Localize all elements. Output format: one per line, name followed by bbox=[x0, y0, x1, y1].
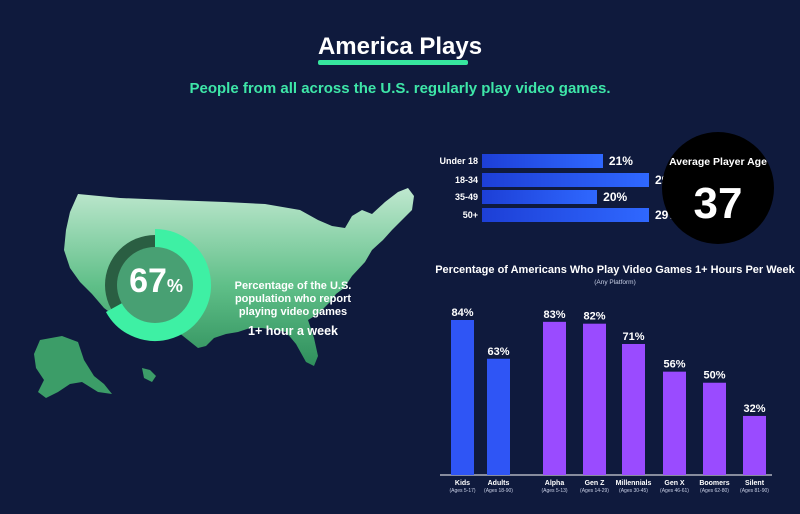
category-label: Adults bbox=[488, 480, 510, 487]
category-label: Kids bbox=[455, 480, 470, 487]
map-stat-highlight: 1+ hour a week bbox=[248, 324, 338, 338]
donut-progress-arc bbox=[105, 229, 211, 341]
age-row-label: 50+ bbox=[462, 210, 478, 220]
alaska-shape bbox=[34, 336, 112, 398]
title-underline bbox=[318, 60, 468, 65]
chart-title: Percentage of Americans Who Play Video G… bbox=[435, 264, 795, 276]
category-label: Boomers bbox=[699, 480, 729, 487]
bar bbox=[703, 382, 726, 475]
category-sublabel: (Ages 18-90) bbox=[484, 488, 513, 494]
average-age-value: 37 bbox=[693, 179, 743, 228]
bar bbox=[543, 321, 566, 475]
category-sublabel: (Ages 30-45) bbox=[619, 488, 648, 494]
age-bar bbox=[482, 173, 649, 187]
map-stat-description: Percentage of the U.S. population who re… bbox=[234, 280, 352, 318]
category-label: Gen Z bbox=[585, 480, 606, 487]
bar bbox=[487, 358, 510, 475]
bar bbox=[583, 323, 606, 475]
bar-value-label: 56% bbox=[663, 359, 685, 371]
bar-value-label: 32% bbox=[743, 403, 765, 415]
category-sublabel: (Ages 5-17) bbox=[449, 488, 475, 494]
average-age-badge: Average Player Age 37 bbox=[662, 132, 774, 244]
category-sublabel: (Ages 62-80) bbox=[700, 488, 729, 494]
donut-percentage: 67% bbox=[96, 262, 216, 301]
age-bar bbox=[482, 208, 649, 222]
bar-value-label: 83% bbox=[543, 309, 565, 321]
hawaii-shape bbox=[142, 368, 156, 382]
category-sublabel: (Ages 14-29) bbox=[580, 488, 609, 494]
category-sublabel: (Ages 46-61) bbox=[660, 488, 689, 494]
average-age-label: Average Player Age bbox=[669, 156, 767, 168]
age-bar-value: 20% bbox=[603, 190, 628, 204]
bar-value-label: 50% bbox=[703, 370, 725, 382]
donut-percent-symbol: % bbox=[166, 276, 183, 296]
map-stat-text: Percentage of the U.S. population who re… bbox=[228, 280, 358, 338]
us-map bbox=[34, 188, 414, 398]
age-bar bbox=[482, 154, 603, 168]
chart-subtitle: (Any Platform) bbox=[594, 279, 636, 286]
bar-value-label: 82% bbox=[583, 311, 605, 323]
bar bbox=[663, 371, 686, 475]
bar-value-label: 63% bbox=[487, 346, 509, 358]
donut-hole bbox=[117, 247, 193, 323]
bar bbox=[622, 343, 645, 475]
category-sublabel: (Ages 81-90) bbox=[740, 488, 769, 494]
category-sublabel: (Ages 5-13) bbox=[541, 488, 567, 494]
bar bbox=[451, 320, 474, 475]
category-label: Gen X bbox=[664, 480, 685, 487]
age-bar bbox=[482, 190, 598, 204]
category-label: Alpha bbox=[545, 480, 565, 487]
page-title: America Plays bbox=[317, 33, 483, 60]
age-row-label: 35-49 bbox=[454, 192, 478, 202]
donut-value: 67 bbox=[129, 262, 167, 300]
page-subtitle: People from all across the U.S. regularl… bbox=[189, 80, 611, 97]
age-row-label: 18-34 bbox=[454, 175, 478, 185]
category-label: Millennials bbox=[616, 480, 652, 487]
age-row-label: Under 18 bbox=[439, 156, 478, 166]
category-label: Silent bbox=[745, 480, 765, 487]
bar-value-label: 84% bbox=[451, 307, 473, 319]
bar bbox=[743, 415, 766, 475]
age-bar-value: 21% bbox=[608, 154, 633, 168]
bar-value-label: 71% bbox=[622, 331, 644, 343]
